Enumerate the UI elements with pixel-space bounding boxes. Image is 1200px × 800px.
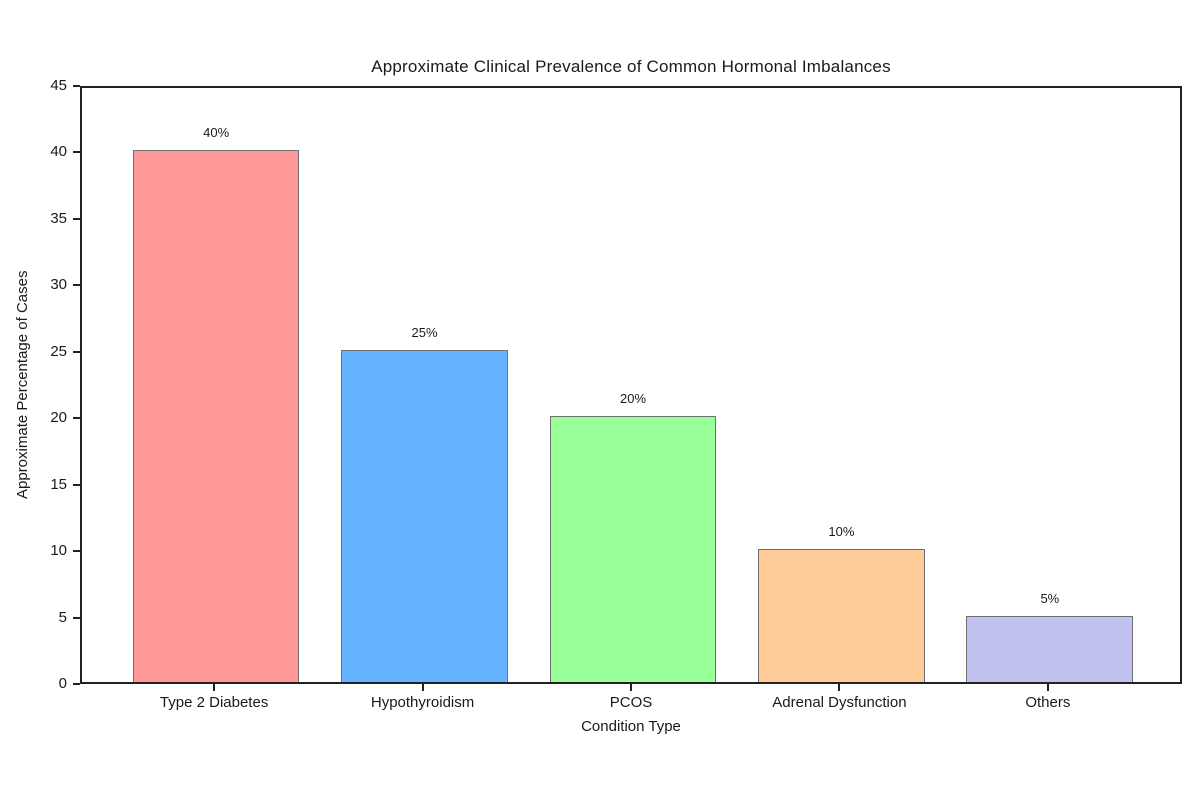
x-tick-mark (421, 684, 424, 691)
y-tick-label: 15 (50, 475, 67, 493)
bar-value-label: 20% (619, 391, 647, 407)
bar-value-label: 10% (828, 524, 855, 540)
bar-value-label: 40% (203, 125, 230, 141)
y-axis-title: Approximate Percentage of Cases (14, 270, 31, 500)
y-tick-mark (73, 550, 80, 553)
y-tick-mark (73, 217, 80, 220)
x-tick-label: Hypothyroidism (370, 694, 475, 711)
y-tick-label: 35 (50, 209, 67, 227)
bar-pcos (549, 416, 717, 682)
x-tick-mark (630, 684, 632, 691)
bar-value-label: 5% (1040, 590, 1060, 606)
y-tick-mark (73, 85, 80, 87)
plot-area: 40% 25% 20% 10% 5% (80, 86, 1182, 684)
y-tick-mark (73, 284, 80, 287)
y-tick-mark (73, 483, 80, 486)
chart-title: Approximate Clinical Prevalence of Commo… (371, 57, 891, 76)
y-tick-mark (73, 151, 80, 154)
y-tick-mark (73, 417, 80, 420)
y-tick-label: 25 (50, 342, 67, 360)
bar-type-2-diabetes (132, 150, 300, 682)
bar-hypothyroidism (341, 349, 508, 682)
x-tick-label: PCOS (609, 694, 653, 711)
y-tick-label: 45 (50, 77, 67, 94)
x-tick-label: Adrenal Dysfunction (772, 694, 907, 711)
y-tick-mark (73, 616, 80, 619)
y-tick-label: 30 (50, 276, 67, 294)
y-tick-mark (73, 683, 80, 685)
x-tick-mark (1046, 684, 1049, 691)
x-axis-title: Condition Type (581, 718, 681, 735)
bar-others (966, 615, 1134, 682)
bar-adrenal-dysfunction (758, 549, 925, 682)
bar-value-label: 25% (411, 324, 438, 340)
x-tick-mark (213, 684, 216, 691)
y-tick-label: 20 (50, 409, 67, 427)
x-tick-label: Type 2 Diabetes (159, 694, 269, 711)
y-tick-mark (73, 350, 80, 353)
x-tick-mark (838, 684, 841, 691)
y-tick-label: 0 (58, 675, 67, 692)
y-tick-label: 10 (50, 542, 67, 560)
x-tick-label: Others (1025, 694, 1071, 711)
y-tick-label: 5 (58, 608, 67, 626)
y-tick-label: 40 (50, 143, 67, 161)
